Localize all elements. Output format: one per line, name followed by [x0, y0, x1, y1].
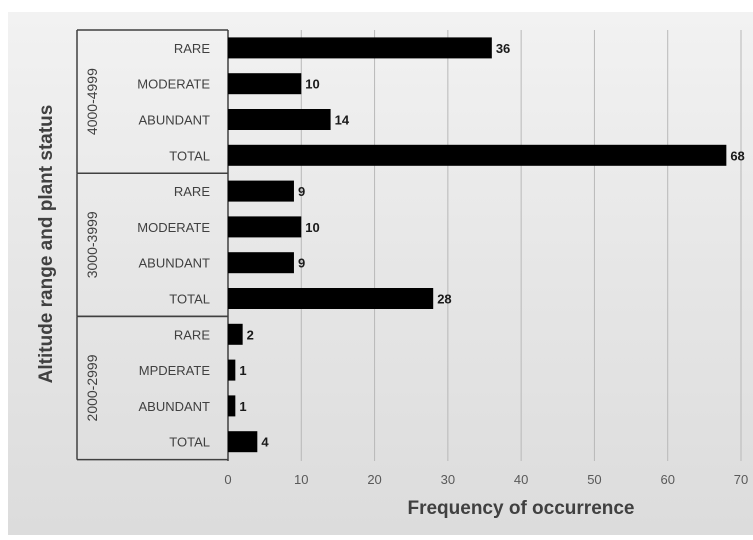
bar	[228, 323, 243, 345]
bar	[228, 37, 492, 59]
bar	[228, 252, 294, 274]
data-label: 1	[239, 399, 246, 414]
category-label: ABUNDANT	[138, 113, 210, 128]
bar	[228, 395, 236, 417]
category-label: MODERATE	[137, 77, 210, 92]
data-label: 9	[298, 184, 305, 199]
data-label: 9	[298, 256, 305, 271]
category-label: RARE	[174, 184, 210, 199]
bar	[228, 73, 302, 95]
x-tick-label: 20	[367, 472, 381, 487]
category-label: ABUNDANT	[138, 256, 210, 271]
bar	[228, 144, 727, 166]
group-labels: 4000-4999 3000-3999 2000-2999	[76, 29, 228, 461]
data-label: 2	[247, 327, 254, 342]
group-label: 2000-2999	[84, 354, 100, 421]
category-label: RARE	[174, 327, 210, 342]
bar	[228, 431, 258, 453]
x-tick-label: 30	[441, 472, 455, 487]
x-tick-label: 10	[294, 472, 308, 487]
chart-background	[8, 12, 753, 535]
data-label: 4	[261, 435, 269, 450]
bar	[228, 359, 236, 381]
x-tick-label: 70	[734, 472, 748, 487]
bar	[228, 180, 294, 202]
data-label: 10	[305, 220, 319, 235]
group-label: 3000-3999	[84, 211, 100, 278]
x-tick-label: 40	[514, 472, 528, 487]
x-tick-label: 50	[587, 472, 601, 487]
category-label: ABUNDANT	[138, 399, 210, 414]
data-label: 10	[305, 77, 319, 92]
category-label: MODERATE	[137, 220, 210, 235]
y-axis-title: Altitude range and plant status	[36, 105, 57, 384]
gridlines	[300, 30, 742, 461]
category-label: RARE	[174, 41, 210, 56]
category-label: TOTAL	[169, 148, 210, 163]
bar	[228, 109, 331, 130]
data-label: 14	[335, 113, 350, 128]
data-label: 68	[730, 148, 744, 163]
bars	[228, 37, 727, 453]
group-label: 4000-4999	[84, 68, 100, 135]
data-label: 36	[496, 41, 510, 56]
x-tick-label: 60	[660, 472, 674, 487]
bar	[228, 288, 434, 309]
category-label: TOTAL	[169, 292, 210, 307]
data-label: 28	[437, 292, 451, 307]
x-tick-label: 0	[224, 472, 231, 487]
category-label: TOTAL	[169, 435, 210, 450]
data-label: 1	[239, 363, 246, 378]
x-axis-title: Frequency of occurrence	[407, 498, 634, 519]
category-label: MPDERATE	[139, 363, 211, 378]
axes: 0 10 20 30 40 50 60 70	[224, 30, 748, 487]
bar	[228, 216, 302, 238]
